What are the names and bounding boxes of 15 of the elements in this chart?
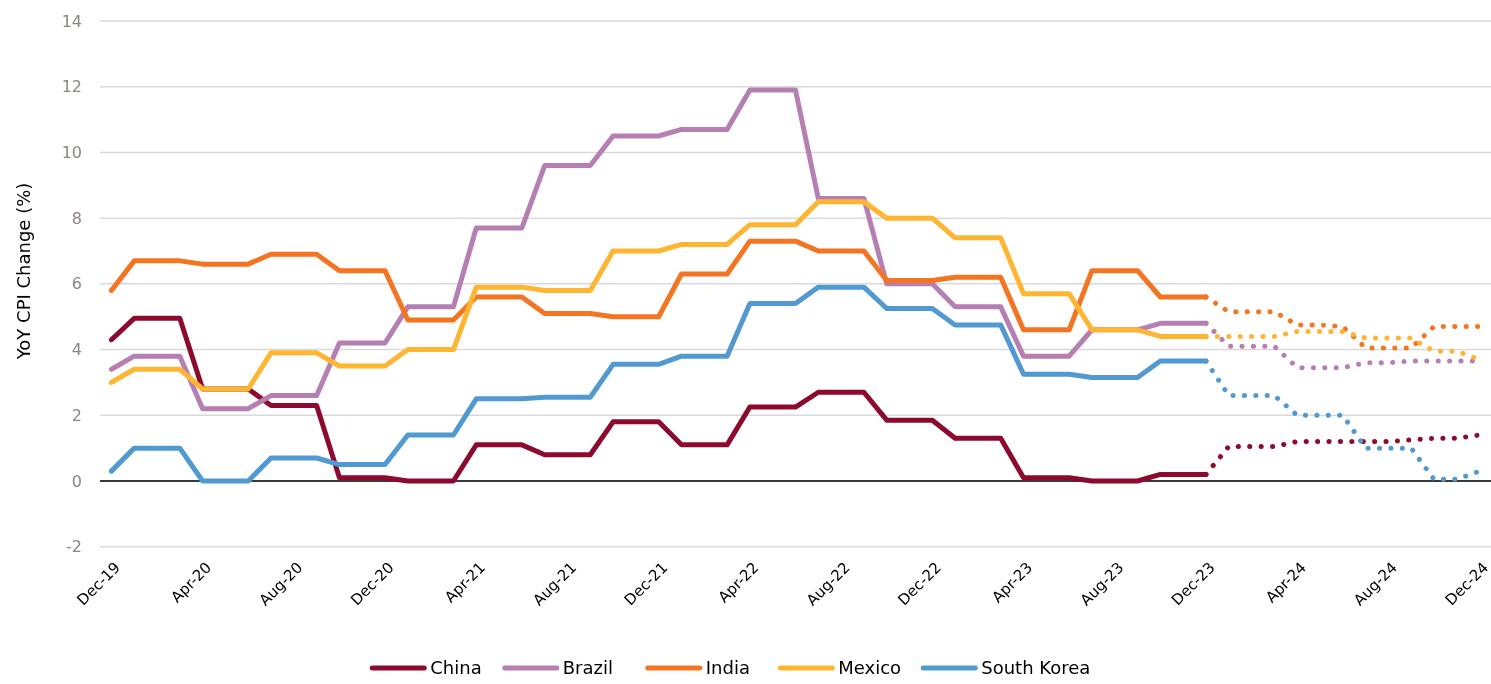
y-tick-label: -2 <box>66 537 82 557</box>
y-tick-label: 0 <box>71 471 82 491</box>
y-tick-label: 8 <box>71 208 82 228</box>
y-tick-label: 14 <box>61 11 82 31</box>
y-tick-label: 12 <box>61 77 82 97</box>
legend-label: China <box>430 657 482 679</box>
legend-label: South Korea <box>981 657 1091 679</box>
y-tick-label: 4 <box>71 340 82 360</box>
legend-label: Mexico <box>838 657 902 679</box>
y-tick-label: 6 <box>71 274 82 294</box>
y-axis-title: YoY CPI Change (%) <box>13 182 34 361</box>
legend-label: India <box>705 657 750 679</box>
legend-label: Brazil <box>562 657 613 679</box>
y-tick-label: 10 <box>61 143 82 163</box>
y-tick-label: 2 <box>71 405 82 425</box>
